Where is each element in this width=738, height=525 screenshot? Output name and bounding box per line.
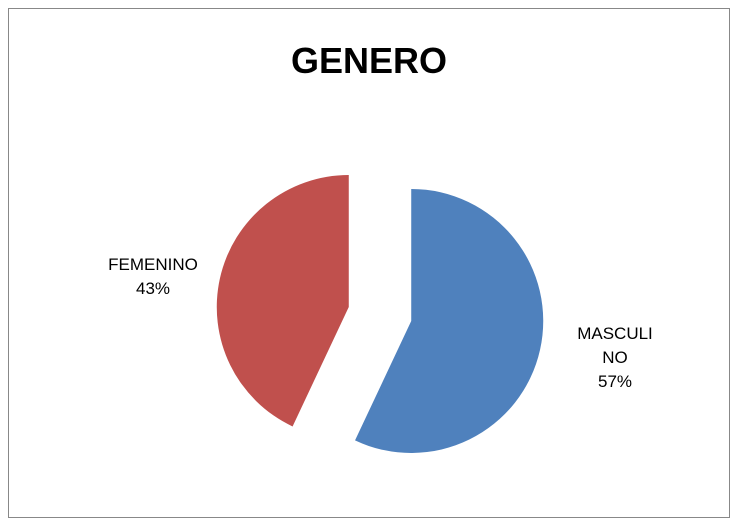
pie-slice: [216, 175, 349, 427]
value-label: 57%: [597, 372, 633, 391]
category-label: MASCULINO: [577, 324, 653, 367]
category-label: FEMENINO: [108, 255, 198, 274]
slice-label: MASCULINO 57%: [572, 322, 658, 394]
chart-title: GENERO: [290, 40, 448, 81]
slice-label: FEMENINO 43%: [88, 253, 218, 301]
pie-slice: [355, 188, 544, 453]
value-label: 43%: [135, 279, 171, 298]
